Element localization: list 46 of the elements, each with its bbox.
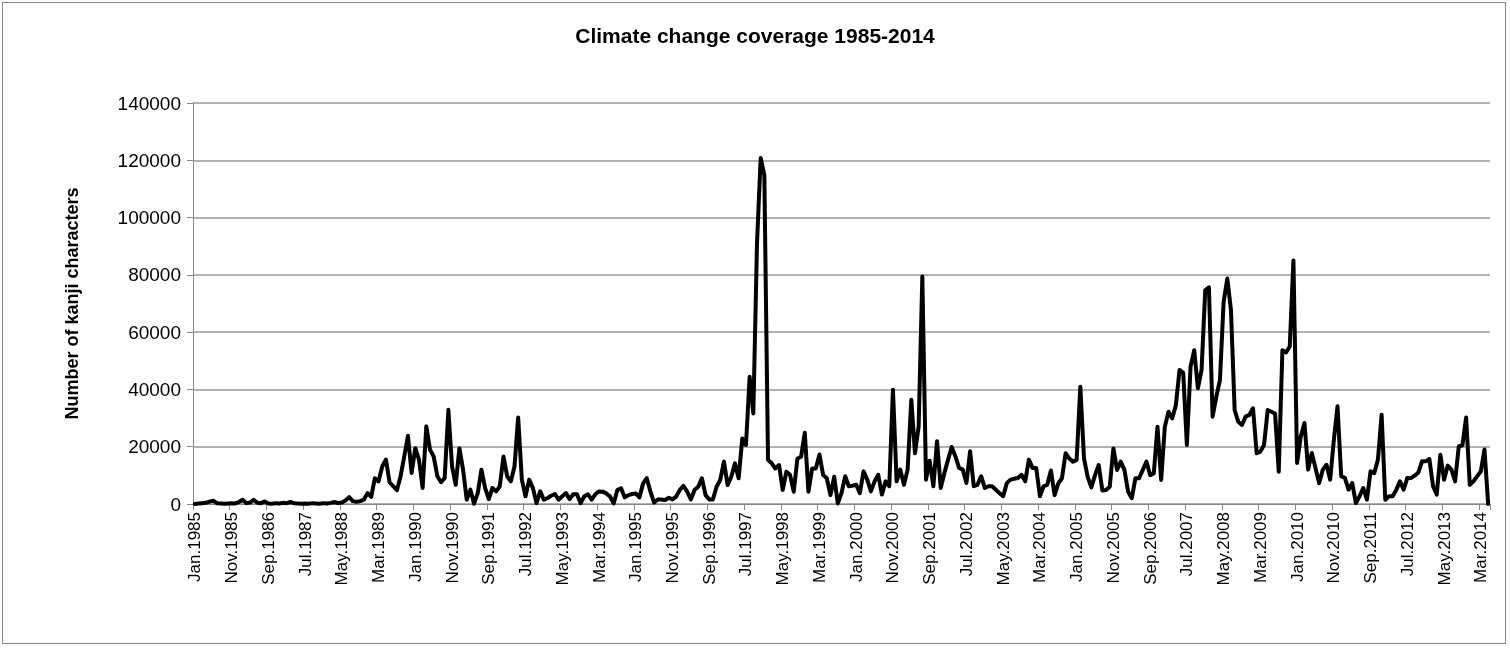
x-tick-label: Jan.1995 — [626, 512, 646, 582]
x-tick-label: Mar.2014 — [1471, 512, 1491, 583]
x-tick-label: Jan.2000 — [846, 512, 866, 582]
x-tick-label: Jan.2005 — [1067, 512, 1087, 582]
x-tick-label: Jul.2002 — [956, 512, 976, 577]
y-tick-label: 60000 — [128, 321, 181, 343]
chart-title: Climate change coverage 1985-2014 — [575, 24, 936, 47]
y-tick-label: 100000 — [117, 207, 181, 229]
y-tick-label: 40000 — [128, 378, 181, 400]
x-tick-label: Jul.2007 — [1177, 512, 1197, 577]
y-tick-label: 120000 — [117, 149, 181, 171]
x-tick-label: Jan.1990 — [405, 512, 425, 582]
x-tick-label: Jul.1992 — [516, 512, 536, 577]
x-tick-label: Sep.1986 — [258, 512, 278, 585]
x-tick-label: Mar.2009 — [1250, 512, 1270, 583]
x-tick-label: May.2008 — [1214, 512, 1234, 586]
x-tick-label: Nov.2010 — [1324, 512, 1344, 584]
y-tick-label: 20000 — [128, 436, 181, 458]
x-tick-label: Mar.1989 — [369, 512, 389, 583]
x-tick-label: Sep.2001 — [920, 512, 940, 585]
x-tick-label: Mar.1994 — [589, 512, 609, 583]
x-tick-label: Mar.1999 — [809, 512, 829, 583]
x-tick-label: Sep.2011 — [1361, 512, 1381, 584]
x-tick-label: Jan.1985 — [185, 512, 205, 582]
x-tick-label: Nov.2000 — [883, 512, 903, 584]
x-tick-label: May.2013 — [1434, 512, 1454, 586]
x-tick-label: Jul.1987 — [295, 512, 315, 577]
y-axis-title: Number of kanji characters — [62, 187, 82, 420]
x-tick-label: Jul.1997 — [736, 512, 756, 577]
x-tick-label: May.1993 — [552, 512, 572, 586]
y-tick-label: 0 — [170, 493, 181, 515]
x-tick-label: Jul.2012 — [1397, 512, 1417, 577]
y-tick-label: 140000 — [117, 92, 181, 114]
x-tick-label: Jan.2010 — [1287, 512, 1307, 582]
x-tick-label: Nov.2005 — [1103, 512, 1123, 584]
x-tick-label: Nov.1990 — [442, 512, 462, 584]
x-tick-label: May.1988 — [332, 512, 352, 586]
x-tick-label: Mar.2004 — [1030, 512, 1050, 583]
x-tick-label: Sep.2006 — [1140, 512, 1160, 585]
x-tick-label: May.2003 — [993, 512, 1013, 586]
x-tick-label: Nov.1995 — [662, 512, 682, 584]
x-tick-label: Nov.1985 — [222, 512, 242, 584]
y-tick-label: 80000 — [128, 264, 181, 286]
x-tick-label: Sep.1996 — [699, 512, 719, 585]
x-tick-label: May.1998 — [773, 512, 793, 586]
x-tick-label: Sep.1991 — [479, 512, 499, 585]
